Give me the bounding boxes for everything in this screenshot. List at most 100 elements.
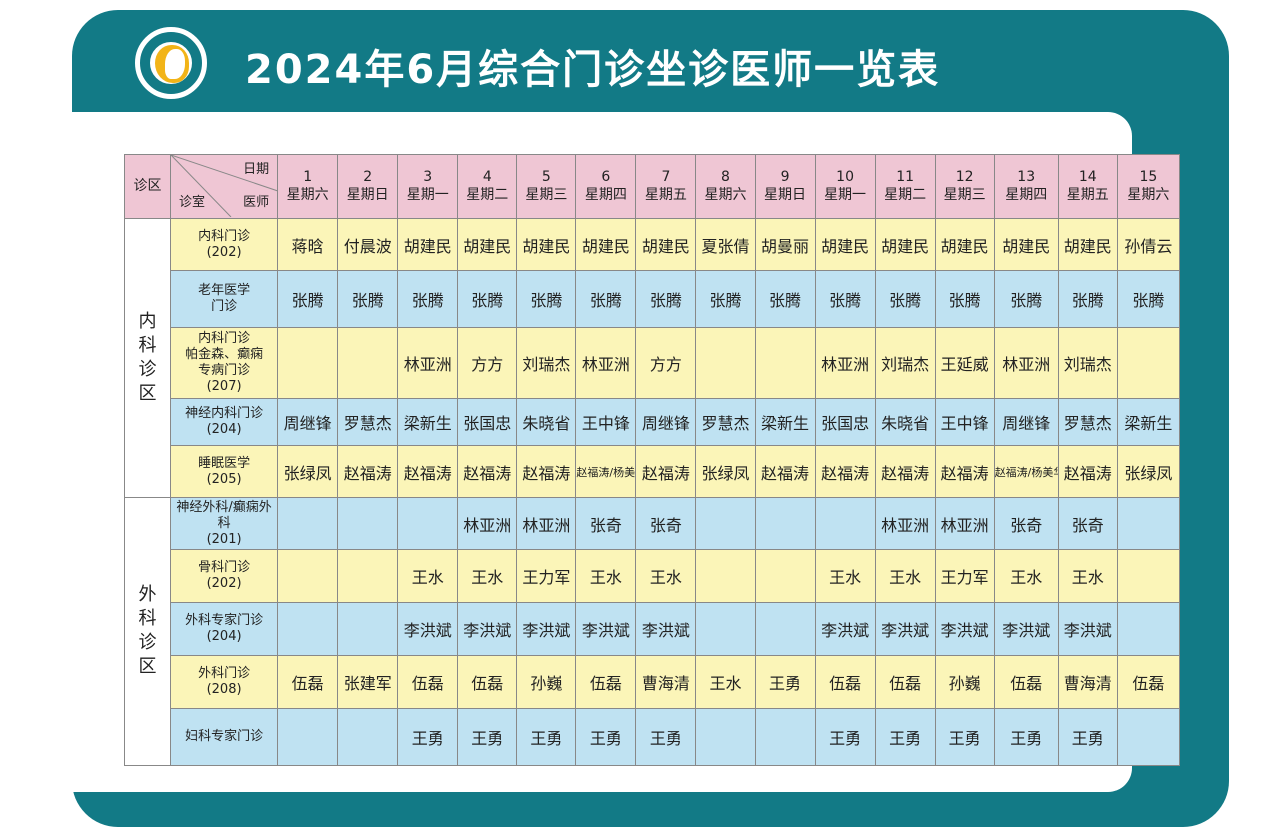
doctor-cell — [1116, 708, 1181, 766]
doctor-cell: 赵福涛 — [457, 445, 518, 498]
doctor-cell: 林亚洲 — [934, 496, 995, 551]
doctor-cell: 伍磊 — [575, 654, 637, 710]
doctor-cell: 张腾 — [993, 270, 1059, 328]
hospital-logo-icon — [132, 24, 210, 102]
doctor-cell: 张腾 — [277, 270, 339, 328]
doctor-cell — [695, 549, 756, 604]
day-number: 12 — [955, 169, 974, 186]
doctor-cell: 胡建民 — [814, 217, 876, 272]
doctor-cell: 张国忠 — [457, 397, 518, 447]
doctor-cell: 张腾 — [516, 270, 577, 328]
day-weekday: 星期日 — [346, 187, 389, 204]
day-weekday: 星期三 — [525, 187, 568, 204]
doctor-cell: 王中锋 — [575, 397, 637, 447]
doctor-cell: 伍磊 — [993, 654, 1059, 710]
day-header-9: 9 星期日 — [754, 154, 816, 219]
doctor-cell — [337, 496, 399, 551]
doctor-cell — [397, 496, 459, 551]
doctor-cell: 朱晓省 — [874, 397, 936, 447]
doctor-cell: 赵福涛 — [635, 445, 697, 498]
table-row: 外科专家门诊 (204) 李洪斌 李洪斌 李洪斌 李洪斌 李洪斌 李洪斌 李洪斌 李洪斌 李洪斌李… — [125, 602, 1181, 656]
doctor-cell: 李洪斌 — [516, 602, 577, 656]
doctor-cell: 赵福涛 — [754, 445, 816, 498]
doctor-cell — [277, 496, 339, 551]
doctor-cell — [754, 549, 816, 604]
doctor-cell: 李洪斌 — [1057, 602, 1118, 656]
doctor-cell — [695, 326, 756, 399]
day-header-4: 4 星期二 — [457, 154, 518, 219]
day-header-11: 11 星期二 — [874, 154, 936, 219]
table-row: 妇科专家门诊 王勇 王勇 王勇 王勇 王勇 王勇 王勇 王勇 王勇 王勇 — [125, 708, 1181, 766]
header-row: 诊区 日期 诊室 医师 1 星期六 2 星期日 3 星期一 4 星期二 5 星期三 6 星期四 7 星期五… — [123, 154, 1181, 219]
room-label: 内科门诊 帕金森、癫痫 专病门诊 (207) — [170, 326, 279, 399]
doctor-cell: 赵福涛 — [1057, 445, 1118, 498]
doctor-cell: 王勇 — [397, 708, 459, 766]
doctor-cell — [337, 708, 399, 766]
doctor-cell: 王勇 — [934, 708, 995, 766]
doctor-cell — [277, 326, 339, 399]
day-weekday: 星期三 — [943, 187, 986, 204]
doctor-cell: 伍磊 — [397, 654, 459, 710]
doctor-cell: 曹海清 — [1057, 654, 1118, 710]
doctor-cell: 张腾 — [1116, 270, 1181, 328]
doctor-cell: 李洪斌 — [397, 602, 459, 656]
doctor-cell — [695, 708, 756, 766]
doctor-cell: 胡建民 — [575, 217, 637, 272]
day-header-6: 6 星期四 — [575, 154, 637, 219]
zone-label: 外 科 诊 区 — [123, 496, 172, 767]
doctor-cell: 方方 — [457, 326, 518, 399]
day-number: 11 — [896, 169, 915, 186]
doctor-cell: 王水 — [695, 654, 756, 710]
doctor-cell: 朱晓省 — [516, 397, 577, 447]
doctor-cell: 王中锋 — [934, 397, 995, 447]
doctor-cell: 林亚洲 — [457, 496, 518, 551]
doctor-cell: 伍磊 — [1116, 654, 1181, 710]
corner-diagonals — [171, 155, 277, 217]
doctor-cell: 王水 — [635, 549, 697, 604]
doctor-cell: 胡建民 — [934, 217, 995, 272]
day-weekday: 星期二 — [884, 187, 927, 204]
room-label: 妇科专家门诊 — [170, 708, 279, 766]
doctor-cell: 张绿凤 — [1116, 445, 1181, 498]
day-weekday: 星期六 — [1127, 187, 1170, 204]
doctor-cell: 王勇 — [575, 708, 637, 766]
doctor-cell: 张腾 — [397, 270, 459, 328]
doctor-cell: 张腾 — [575, 270, 637, 328]
corner-header: 日期 诊室 医师 — [170, 154, 279, 219]
day-weekday: 星期五 — [644, 187, 687, 204]
day-header-10: 10 星期一 — [814, 154, 876, 219]
doctor-cell: 赵福涛 — [874, 445, 936, 498]
day-weekday: 星期四 — [584, 187, 627, 204]
doctor-cell: 李洪斌 — [814, 602, 876, 656]
zone-header: 诊区 — [123, 154, 172, 219]
table-row: 外 科 诊 区神经外科/癫痫外科 (201) 林亚洲 林亚洲 张奇 张奇 林亚洲 林亚洲 张奇… — [123, 496, 1181, 767]
doctor-cell: 张腾 — [814, 270, 876, 328]
doctor-cell: 林亚洲 — [516, 496, 577, 551]
day-number: 7 — [661, 169, 671, 186]
doctor-cell — [695, 496, 756, 551]
day-weekday: 星期日 — [764, 187, 807, 204]
day-number: 13 — [1017, 169, 1036, 186]
doctor-cell: 胡建民 — [516, 217, 577, 272]
doctor-cell: 王勇 — [1057, 708, 1118, 766]
doctor-cell: 王勇 — [635, 708, 697, 766]
doctor-cell: 周继锋 — [635, 397, 697, 447]
table-row: 内科门诊 帕金森、癫痫 专病门诊 (207) 林亚洲 方方 刘瑞杰 林亚洲 方方 林亚洲 刘瑞… — [125, 326, 1181, 399]
doctor-cell: 张腾 — [1057, 270, 1118, 328]
day-header-5: 5 星期三 — [516, 154, 577, 219]
day-number: 5 — [541, 169, 551, 186]
corner-room-label: 诊室 — [179, 194, 206, 210]
doctor-cell: 孙巍 — [934, 654, 995, 710]
doctor-cell: 赵福涛 — [337, 445, 399, 498]
doctor-cell: 孙巍 — [516, 654, 577, 710]
doctor-cell: 罗慧杰 — [1057, 397, 1118, 447]
day-number: 3 — [423, 169, 433, 186]
table-row: 老年医学 门诊 张腾 张腾 张腾 张腾 张腾 张腾 张腾 张腾 张腾 张腾 张腾 张腾 张腾 张腾 张腾 — [125, 270, 1181, 328]
room-label: 老年医学 门诊 — [170, 270, 279, 328]
doctor-cell: 李洪斌 — [874, 602, 936, 656]
doctor-cell: 王延威 — [934, 326, 995, 399]
doctor-cell — [277, 602, 339, 656]
doctor-cell — [814, 496, 876, 551]
doctor-cell — [754, 496, 816, 551]
doctor-cell: 王水 — [397, 549, 459, 604]
